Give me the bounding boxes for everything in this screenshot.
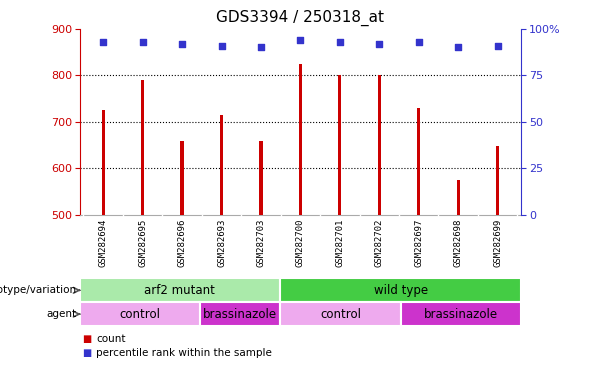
Point xyxy=(493,43,502,49)
Bar xyxy=(101,110,105,215)
Text: GSM282702: GSM282702 xyxy=(375,218,384,266)
Point xyxy=(375,41,384,47)
Text: GSM282701: GSM282701 xyxy=(335,218,345,266)
Text: GSM282699: GSM282699 xyxy=(493,218,502,266)
Point xyxy=(454,44,463,50)
Text: GSM282703: GSM282703 xyxy=(256,218,266,266)
Bar xyxy=(401,302,521,326)
Text: GSM282693: GSM282693 xyxy=(217,218,226,266)
Bar xyxy=(456,180,460,215)
Bar xyxy=(299,64,302,215)
Bar xyxy=(220,115,223,215)
Bar xyxy=(417,108,421,215)
Text: GSM282697: GSM282697 xyxy=(414,218,423,266)
Bar xyxy=(280,278,521,302)
Text: GSM282696: GSM282696 xyxy=(177,218,187,266)
Point xyxy=(335,39,345,45)
Bar xyxy=(259,141,263,215)
Text: wild type: wild type xyxy=(374,284,428,297)
Point xyxy=(414,39,423,45)
Text: genotype/variation: genotype/variation xyxy=(0,285,77,295)
Bar xyxy=(180,141,184,215)
Bar xyxy=(378,75,381,215)
Text: agent: agent xyxy=(47,309,77,319)
Text: GSM282694: GSM282694 xyxy=(99,218,108,266)
Point xyxy=(296,37,305,43)
Text: control: control xyxy=(119,308,160,321)
Text: GSM282695: GSM282695 xyxy=(138,218,147,266)
Point xyxy=(98,39,108,45)
Bar xyxy=(80,278,280,302)
Bar xyxy=(80,302,200,326)
Text: count: count xyxy=(96,334,125,344)
Text: percentile rank within the sample: percentile rank within the sample xyxy=(96,348,272,358)
Text: ■: ■ xyxy=(82,348,92,358)
Text: brassinazole: brassinazole xyxy=(424,308,498,321)
Text: GSM282698: GSM282698 xyxy=(454,218,462,266)
Text: control: control xyxy=(320,308,361,321)
Point xyxy=(138,39,147,45)
Bar xyxy=(280,302,401,326)
Bar xyxy=(200,302,280,326)
Text: GSM282700: GSM282700 xyxy=(296,218,305,266)
Bar xyxy=(141,80,144,215)
Bar xyxy=(496,146,499,215)
Title: GDS3394 / 250318_at: GDS3394 / 250318_at xyxy=(216,10,385,26)
Text: brassinazole: brassinazole xyxy=(203,308,277,321)
Point xyxy=(177,41,187,47)
Bar xyxy=(338,75,342,215)
Text: arf2 mutant: arf2 mutant xyxy=(144,284,216,297)
Point xyxy=(217,43,226,49)
Text: ■: ■ xyxy=(82,334,92,344)
Point xyxy=(256,44,266,50)
